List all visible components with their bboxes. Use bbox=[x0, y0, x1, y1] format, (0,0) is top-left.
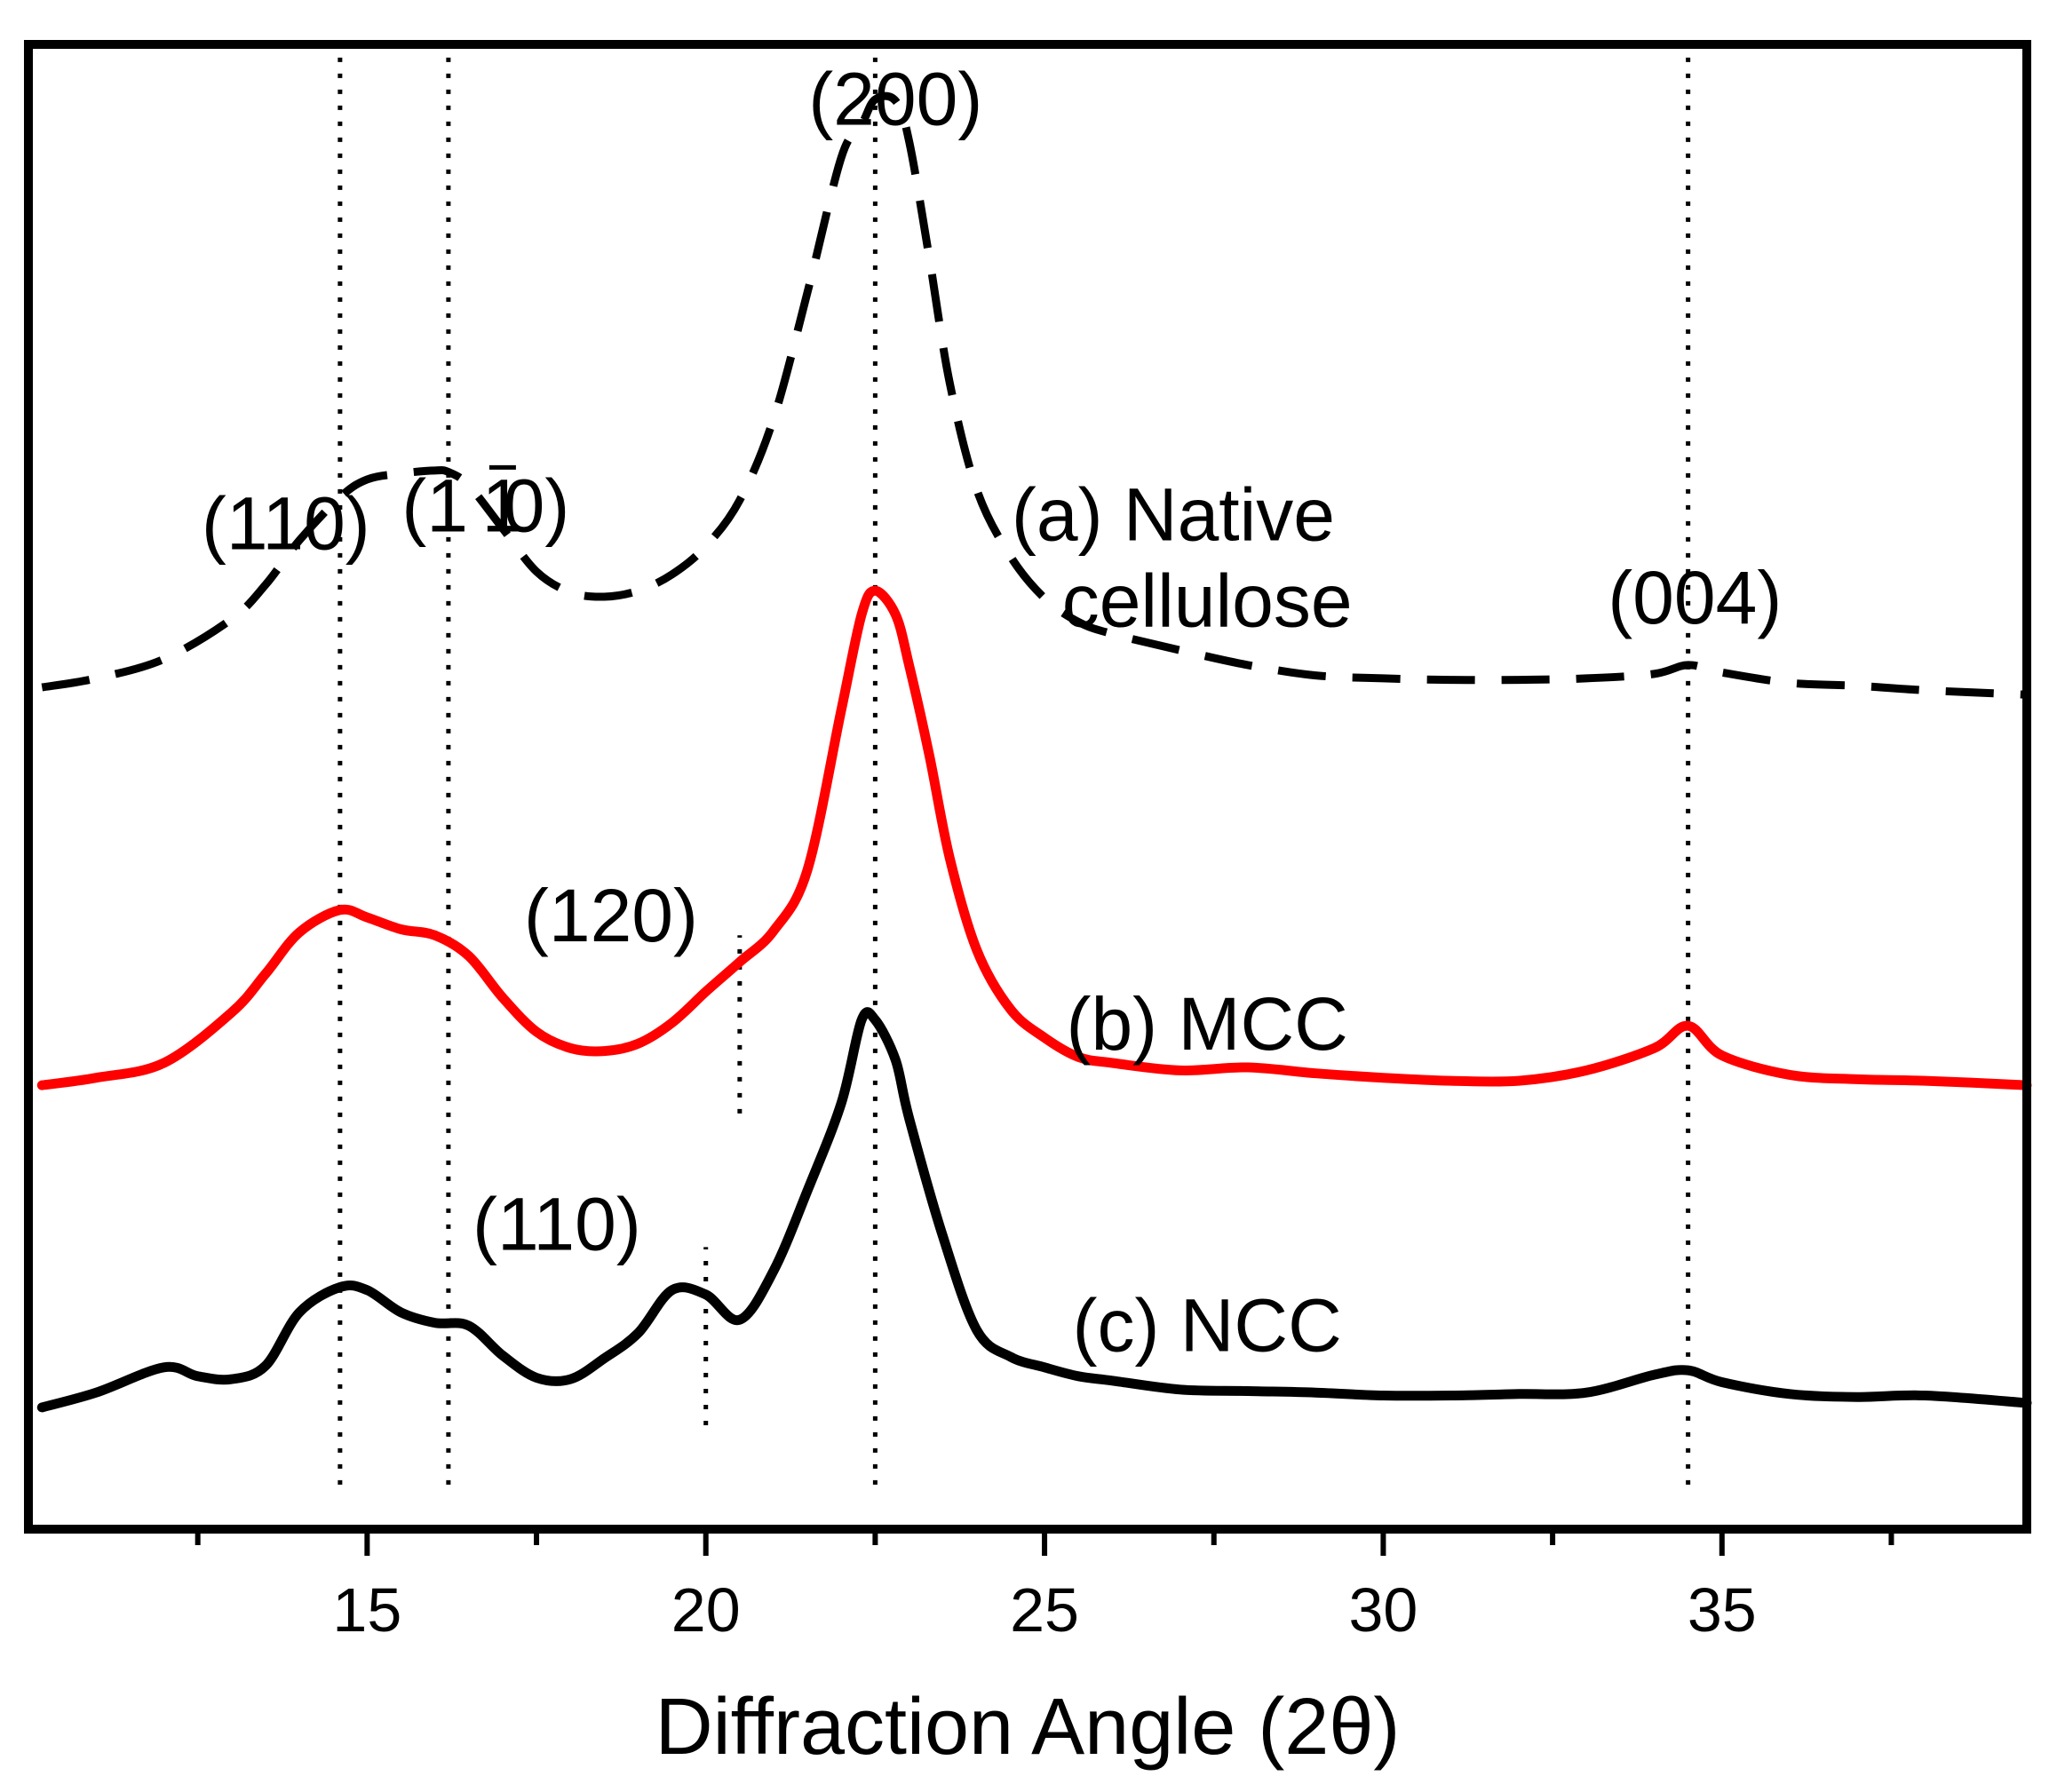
tick-label-30: 30 bbox=[1348, 1575, 1418, 1645]
tick-label-25: 25 bbox=[1010, 1575, 1079, 1645]
peak-label-1: (1 bbox=[401, 464, 468, 547]
tick-label-35: 35 bbox=[1688, 1575, 1757, 1645]
reference-lines bbox=[338, 44, 1691, 1485]
peak-label-4: (200) bbox=[808, 57, 982, 140]
peak-label-7: (110) bbox=[473, 1183, 641, 1266]
series-label-9: cellulose bbox=[1062, 559, 1353, 642]
series-lines bbox=[36, 91, 2032, 1413]
series-label-10: (b) MCC bbox=[1066, 982, 1347, 1066]
peak-label-6: (120) bbox=[524, 874, 698, 957]
series-line-c-ncc bbox=[36, 1007, 2032, 1413]
series-line-b-mcc bbox=[36, 585, 2032, 1090]
annotation-labels: (110) (1 10) (200) (004) (120) (110) (a) Native… bbox=[202, 57, 1782, 1367]
series-label-11: (c) NCC bbox=[1072, 1283, 1341, 1367]
peak-label-0: (110) bbox=[202, 481, 370, 565]
plot-frame bbox=[24, 40, 2031, 1534]
tick-label-20: 20 bbox=[671, 1575, 741, 1645]
peak-label-2: 1 bbox=[482, 464, 524, 547]
tick-label-15: 15 bbox=[332, 1575, 401, 1645]
x-axis-title: Diffraction Angle (2θ) bbox=[655, 1683, 1401, 1772]
peak-label-5: (004) bbox=[1608, 556, 1782, 639]
x-axis-ticks: 15 20 25 30 35 bbox=[195, 1529, 1894, 1645]
peak-label-3: 0) bbox=[504, 464, 570, 547]
series-line-a-native-cellulose bbox=[41, 91, 2028, 699]
series-label-8: (a) Native bbox=[1012, 472, 1335, 556]
